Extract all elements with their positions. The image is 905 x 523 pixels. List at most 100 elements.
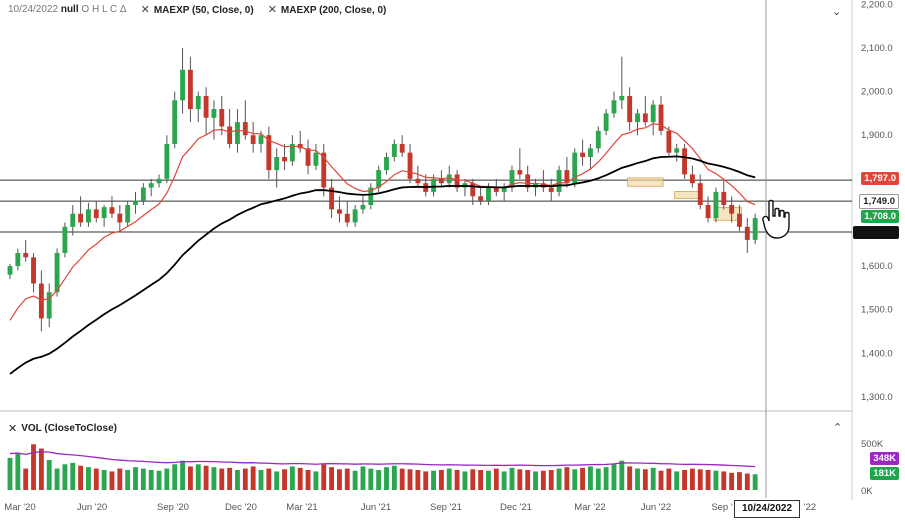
- candle-body: [399, 143, 405, 153]
- y-tick-label: 1,600.0: [861, 261, 893, 272]
- candle-body: [250, 135, 256, 144]
- volume-bar: [384, 467, 389, 490]
- volume-bar: [54, 468, 60, 490]
- volume-bar: [140, 468, 146, 490]
- candle-body: [595, 130, 601, 149]
- volume-bar: [603, 467, 609, 490]
- y-tick-label: 1,400.0: [861, 348, 893, 359]
- volume-bar: [187, 466, 193, 490]
- candle-body: [211, 109, 217, 118]
- volume-bar: [595, 468, 601, 490]
- volume-bar: [360, 466, 366, 490]
- candle-body: [38, 283, 44, 319]
- candle-body: [666, 130, 672, 153]
- candle-body: [289, 143, 295, 162]
- volume-bar: [156, 470, 162, 490]
- candle-body: [446, 174, 452, 184]
- x-tick-label: Sep '20: [157, 502, 189, 513]
- candle-body: [117, 213, 123, 223]
- candle-body: [431, 178, 436, 192]
- candle-body: [415, 178, 421, 184]
- candle-body: [242, 122, 248, 136]
- volume-bar: [462, 471, 468, 490]
- ema50-line: [9, 123, 756, 321]
- cursor-date-badge: 10/24/2022: [734, 500, 800, 518]
- volume-bar: [164, 468, 170, 490]
- volume-bar: [376, 470, 382, 490]
- candle-body: [627, 95, 633, 123]
- hand-cursor-shape: [762, 199, 790, 239]
- candle-body: [258, 135, 264, 144]
- legend-date: 10/24/2022: [8, 4, 59, 15]
- candle-body: [266, 135, 272, 171]
- volume-bar: [242, 468, 248, 490]
- candle-body: [674, 148, 680, 153]
- close-icon[interactable]: ✕: [140, 4, 150, 16]
- highlight-zone: [627, 177, 664, 187]
- volume-bar: [572, 469, 578, 490]
- volume-bar: [689, 468, 695, 490]
- candle-body: [368, 187, 374, 205]
- candle-body: [344, 213, 350, 223]
- candle-body: [517, 170, 523, 175]
- candle-body: [62, 226, 68, 253]
- volume-bar: [580, 467, 586, 490]
- candle-body: [329, 187, 335, 210]
- candles: [7, 47, 758, 332]
- candle-body: [78, 213, 84, 223]
- candle-body: [54, 252, 60, 293]
- candle-body: [729, 205, 735, 214]
- volume-bar: [274, 471, 280, 490]
- candle-body: [282, 157, 287, 162]
- volume-bar: [407, 469, 413, 490]
- volume-bar: [282, 469, 287, 490]
- volume-bar: [415, 470, 421, 490]
- candle-body: [15, 252, 21, 267]
- volume-bar: [486, 470, 491, 490]
- close-icon[interactable]: ✕: [8, 423, 18, 435]
- candle-body: [352, 209, 358, 223]
- candle-body: [658, 104, 664, 131]
- volume-bar: [31, 444, 36, 490]
- candle-body: [744, 226, 750, 240]
- volume-bar: [588, 466, 593, 490]
- volume-bar: [109, 471, 115, 490]
- volume-bar: [682, 470, 687, 490]
- chevron-down-icon[interactable]: ⌄: [832, 6, 842, 18]
- candle-body: [313, 152, 319, 166]
- candle-body: [360, 205, 366, 210]
- volume-bar: [713, 470, 719, 490]
- candle-body: [93, 209, 99, 219]
- y-tick-label: 1,900.0: [861, 130, 893, 141]
- candle-body: [235, 122, 240, 144]
- volume-bar: [266, 468, 272, 490]
- y-tick-label: 2,200.0: [861, 0, 893, 10]
- volume-bar: [203, 465, 209, 490]
- volume-bar: [148, 470, 154, 490]
- x-tick-label: Mar '22: [574, 502, 605, 513]
- volume-bar: [540, 470, 546, 490]
- volume-bar: [321, 464, 327, 490]
- y-tick-label: 1,500.0: [861, 305, 893, 316]
- candle-body: [23, 252, 29, 258]
- volume-bar: [297, 467, 303, 490]
- candle-body: [501, 187, 507, 192]
- x-tick-label: Dec '20: [225, 502, 257, 513]
- volume-bar: [705, 470, 711, 490]
- candle-body: [619, 95, 625, 101]
- chevron-up-icon[interactable]: ⌃: [833, 422, 843, 434]
- candle-body: [195, 95, 201, 110]
- ema200-line: [9, 155, 756, 375]
- close-icon[interactable]: ✕: [267, 4, 277, 16]
- candle-body: [509, 170, 515, 188]
- grid: [0, 0, 853, 500]
- candle-body: [172, 100, 178, 144]
- volume-bar: [478, 470, 484, 490]
- candle-body: [580, 152, 586, 158]
- volume-bar: [423, 471, 429, 490]
- candle-body: [737, 213, 742, 227]
- candle-body: [187, 69, 193, 110]
- volume-bar: [721, 471, 727, 490]
- volume-avg-line: [9, 450, 756, 468]
